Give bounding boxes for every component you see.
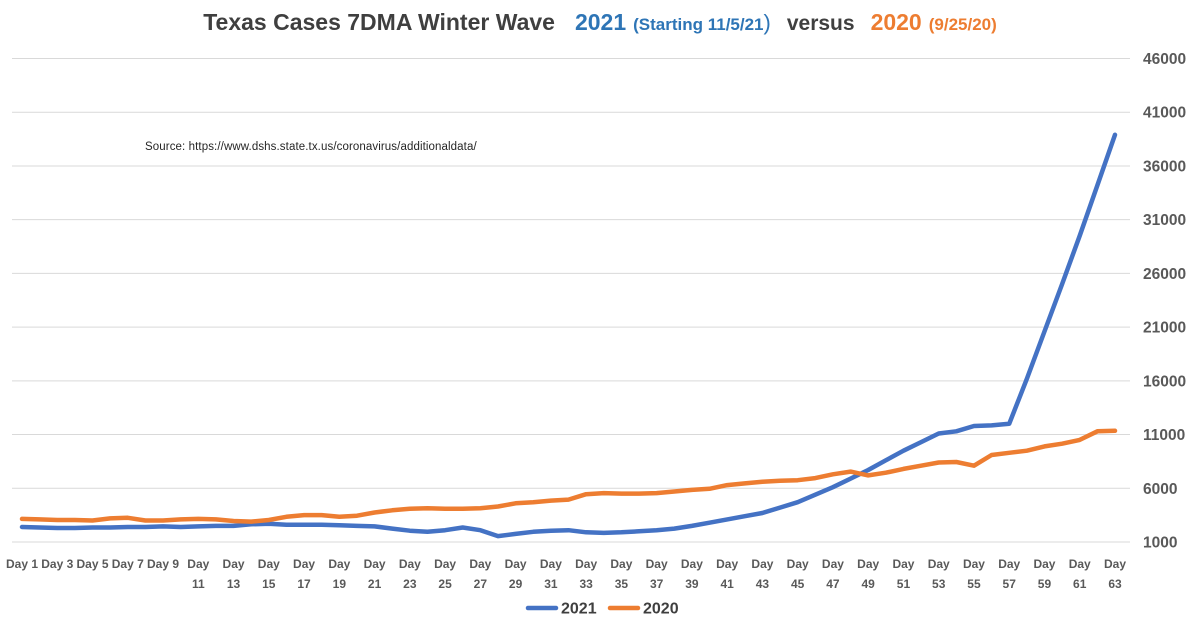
x-axis-label-day-51-word: Day — [892, 557, 914, 571]
x-axis-label-day-45-num: 45 — [791, 577, 805, 591]
x-axis-label-day-27-word: Day — [469, 557, 491, 571]
chart-title-note-2021: (Starting 11/5/21 — [633, 15, 764, 34]
chart-title-year-2021: 2021 — [574, 9, 627, 35]
x-axis-label-day-25-word: Day — [434, 557, 456, 571]
x-axis-label-day-9: Day 9 — [147, 557, 179, 571]
x-axis-label-day-23-word: Day — [399, 557, 421, 571]
y-axis-label-26000: 26000 — [1143, 266, 1186, 283]
y-axis-label-31000: 31000 — [1143, 212, 1186, 229]
series-line-2021 — [19, 132, 1118, 539]
x-axis-label-day-15-word: Day — [258, 557, 280, 571]
y-axis-label-11000: 11000 — [1143, 427, 1185, 444]
x-axis-label-day-45-word: Day — [787, 557, 809, 571]
x-axis-label-day-43-word: Day — [751, 557, 773, 571]
x-axis-label-day-47-word: Day — [822, 557, 844, 571]
x-axis-label-day-59-num: 59 — [1038, 577, 1052, 591]
chart-title-year-2020: 2020 — [870, 9, 922, 35]
x-axis-label-day-53-num: 53 — [932, 577, 946, 591]
x-axis-label-day-15-num: 15 — [262, 577, 276, 591]
x-axis-label-day-37-word: Day — [646, 557, 668, 571]
source-note: Source: https://www.dshs.state.tx.us/cor… — [145, 141, 477, 153]
chart-title-note-2020: (9/25/20) — [928, 15, 997, 34]
x-axis-label-day-59-word: Day — [1033, 557, 1055, 571]
chart-title-main: Texas Cases 7DMA Winter Wave — [203, 9, 555, 35]
y-axis-label-1000: 1000 — [1143, 535, 1177, 552]
legend-label-2020: 2020 — [643, 601, 679, 618]
x-axis-label-day-21-word: Day — [364, 557, 386, 571]
series-line-2020 — [19, 428, 1118, 524]
x-axis-label-day-21-num: 21 — [368, 577, 382, 591]
x-axis-label-day-39-num: 39 — [685, 577, 699, 591]
x-axis-label-day-49-word: Day — [857, 557, 879, 571]
x-axis-label-day-17-word: Day — [293, 557, 315, 571]
x-axis-label-day-57-num: 57 — [1003, 577, 1017, 591]
x-axis-label-day-19-num: 19 — [333, 577, 347, 591]
x-axis-label-day-61-num: 61 — [1073, 577, 1087, 591]
x-axis-label-day-47-num: 47 — [826, 577, 840, 591]
chart-title-paren: ) — [763, 10, 771, 35]
x-axis-label-day-3: Day 3 — [41, 557, 73, 571]
chart-title: Texas Cases 7DMA Winter Wave 2021 (Start… — [0, 9, 1200, 36]
x-axis-label-day-33-word: Day — [575, 557, 597, 571]
x-axis-label-day-7: Day 7 — [112, 557, 144, 571]
x-axis-label-day-57-word: Day — [998, 557, 1020, 571]
x-axis-label-day-29-num: 29 — [509, 577, 523, 591]
x-axis-label-day-23-num: 23 — [403, 577, 417, 591]
x-axis-label-day-55-num: 55 — [967, 577, 981, 591]
x-axis-label-day-61-word: Day — [1069, 557, 1091, 571]
x-axis-label-day-31-word: Day — [540, 557, 562, 571]
y-axis-label-36000: 36000 — [1143, 158, 1186, 175]
x-axis-label-day-35-num: 35 — [615, 577, 629, 591]
legend-label-2021: 2021 — [561, 601, 597, 618]
x-axis-label-day-13-num: 13 — [227, 577, 241, 591]
x-axis-label-day-41-num: 41 — [720, 577, 734, 591]
chart-title-versus: versus — [786, 12, 855, 35]
x-axis-label-day-43-num: 43 — [756, 577, 770, 591]
x-axis-label-day-53-word: Day — [928, 557, 950, 571]
y-axis-label-6000: 6000 — [1143, 481, 1177, 498]
x-axis-label-day-11-word: Day — [187, 557, 209, 571]
x-axis-label-day-11-num: 11 — [192, 577, 205, 591]
y-axis-label-46000: 46000 — [1143, 51, 1186, 68]
x-axis-label-day-63-word: Day — [1104, 557, 1126, 571]
x-axis-label-day-55-word: Day — [963, 557, 985, 571]
x-axis-label-day-41-word: Day — [716, 557, 738, 571]
x-axis-label-day-17-num: 17 — [297, 577, 311, 591]
x-axis-label-day-63-num: 63 — [1108, 577, 1122, 591]
x-axis-label-day-33-num: 33 — [579, 577, 593, 591]
x-axis-label-day-25-num: 25 — [438, 577, 452, 591]
x-axis-label-day-29-word: Day — [505, 557, 527, 571]
x-axis-label-day-35-word: Day — [610, 557, 632, 571]
x-axis-label-day-27-num: 27 — [474, 577, 488, 591]
x-axis-label-day-37-num: 37 — [650, 577, 664, 591]
x-axis-label-day-51-num: 51 — [897, 577, 911, 591]
y-axis-label-16000: 16000 — [1143, 373, 1186, 390]
x-axis-label-day-1: Day 1 — [6, 557, 38, 571]
x-axis-label-day-49-num: 49 — [862, 577, 876, 591]
x-axis-label-day-5: Day 5 — [77, 557, 109, 571]
x-axis-label-day-39-word: Day — [681, 557, 703, 571]
x-axis-label-day-31-num: 31 — [544, 577, 558, 591]
y-axis-label-41000: 41000 — [1143, 105, 1186, 122]
x-axis-label-day-13-word: Day — [223, 557, 245, 571]
x-axis-label-day-19-word: Day — [328, 557, 350, 571]
y-axis-label-21000: 21000 — [1143, 320, 1186, 337]
